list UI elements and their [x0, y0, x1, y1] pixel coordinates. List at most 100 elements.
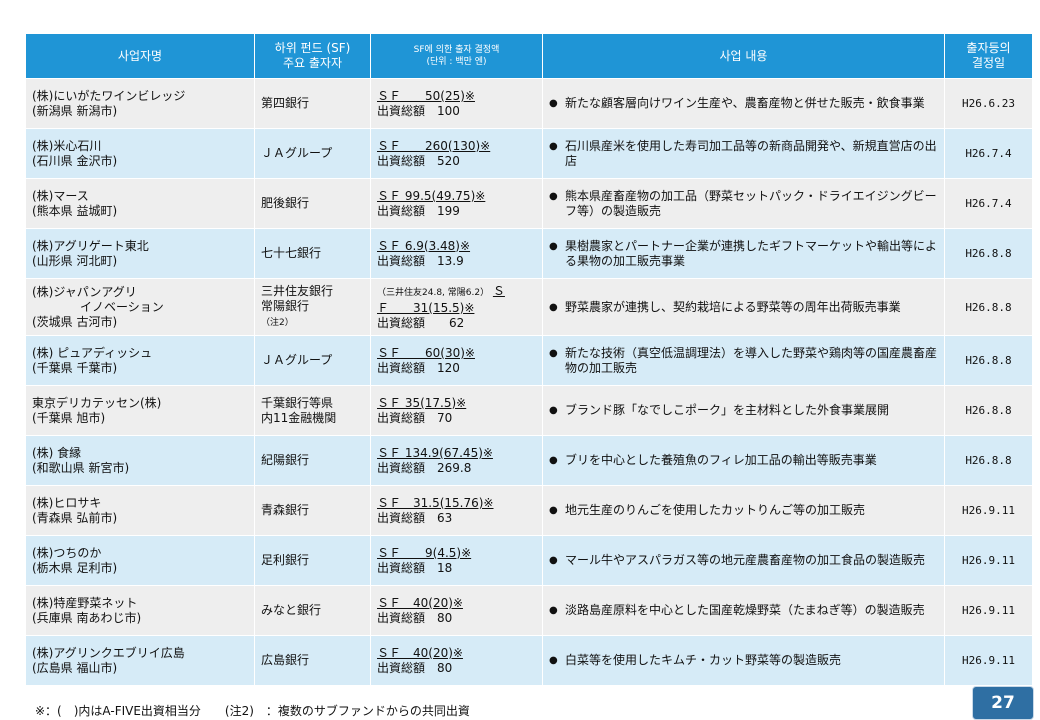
bullet-icon: ●	[549, 240, 558, 252]
business-cell: ● 熊本県産畜産物の加工品（野菜セットパック・ドライエイジングビーフ等）の製造販売	[542, 178, 945, 229]
sf-amount: ＳＦ 40(20)※	[377, 595, 463, 610]
company-location: (和歌山県 新宮市)	[32, 460, 130, 475]
company-location: (熊本県 益城町)	[32, 203, 118, 218]
business-description: 新たな技術（真空低温調理法）を導入した野菜や鶏肉等の国産農畜産物の加工販売	[565, 345, 938, 375]
amount-cell: ＳＦ 260(130)※ 出資総額 520	[370, 128, 543, 179]
bullet-icon: ●	[549, 405, 558, 416]
total-amount: 出資総額 13.9	[377, 253, 464, 268]
company-name: (株)米心石川	[32, 138, 102, 153]
amount-cell: ＳＦ 40(20)※ 出資総額 80	[370, 585, 543, 636]
business-description: 白菜等を使用したキムチ・カット野菜等の製造販売	[565, 653, 842, 667]
company-cell: (株)マース (熊本県 益城町)	[25, 178, 255, 229]
bullet-icon: ●	[549, 455, 558, 466]
business-cell: ● 地元生産のりんごを使用したカットりんご等の加工販売	[542, 485, 945, 536]
table-row: (株)ヒロサキ (青森県 弘前市) 青森銀行 ＳＦ 31.5(15.76)※ 出資総額 …	[25, 485, 1033, 536]
sf-amount: ＳＦ 50(25)※	[377, 88, 475, 103]
bullet-icon: ●	[549, 555, 558, 566]
business-description: 野菜農家が連携し、契約栽培による野菜等の周年出荷販売事業	[565, 299, 901, 314]
business-description: 熊本県産畜産物の加工品（野菜セットパック・ドライエイジングビーフ等）の製造販売	[565, 188, 937, 218]
amount-cell: ＳＦ 6.9(3.48)※ 出資総額 13.9	[370, 228, 543, 279]
table-row: (株)つちのか (栃木県 足利市) 足利銀行 ＳＦ 9(4.5)※ 出資総額 18 ● マー…	[25, 535, 1033, 586]
investor-note: （注2）	[261, 317, 294, 328]
total-amount: 出資総額 62	[377, 315, 465, 330]
investor-name: 三井住友銀行	[261, 283, 334, 298]
investor-name: 広島銀行	[261, 653, 310, 667]
sf-amount: ＳＦ 60(30)※	[377, 345, 475, 360]
business-description: 石川県産米を使用した寿司加工品等の新商品開発や、新規直営店の出店	[565, 138, 937, 168]
company-location: (青森県 弘前市)	[32, 510, 118, 525]
decision-date: H26.8.8	[944, 335, 1033, 386]
investor-cell: ＪＡグループ	[254, 128, 371, 179]
investor-name: 内11金融機関	[261, 410, 337, 425]
investor-name: 紀陽銀行	[261, 453, 310, 467]
table-row: 東京デリカテッセン(株) (千葉県 旭市) 千葉銀行等県 内11金融機関 ＳＦ 35(1…	[25, 385, 1033, 436]
bullet-icon: ●	[549, 505, 558, 516]
company-cell: (株)アグリンクエブリイ広島 (広島県 福山市)	[25, 635, 255, 686]
bullet-icon: ●	[549, 190, 558, 202]
investor-cell: 第四銀行	[254, 78, 371, 129]
footnote: ※：( )内はA-FIVE出資相当分 (注2) ：複数のサブファンドからの共同出…	[35, 704, 470, 718]
company-cell: 東京デリカテッセン(株) (千葉県 旭市)	[25, 385, 255, 436]
investor-cell: 肥後銀行	[254, 178, 371, 229]
amount-cell: ＳＦ 9(4.5)※ 出資総額 18	[370, 535, 543, 586]
company-location: (栃木県 足利市)	[32, 560, 118, 575]
investor-name: 足利銀行	[261, 553, 310, 567]
company-cell: (株) ピュアディッシュ (千葉県 千葉市)	[25, 335, 255, 386]
decision-date: H26.8.8	[944, 278, 1033, 336]
total-amount: 出資総額 520	[377, 153, 460, 168]
table-row: (株) 食縁 (和歌山県 新宮市) 紀陽銀行 ＳＦ 134.9(67.45)※ 出資総額…	[25, 435, 1033, 486]
investor-name: 青森銀行	[261, 503, 310, 517]
company-name: (株)アグリゲート東北	[32, 238, 149, 253]
company-name: (株) 食縁	[32, 445, 82, 460]
total-amount: 出資総額 80	[377, 610, 453, 625]
total-amount: 出資総額 80	[377, 660, 453, 675]
amount-breakdown: （三井住友24.8, 常陽6.2）	[377, 287, 490, 298]
business-description: マール牛やアスパラガス等の地元産農畜産物の加工食品の製造販売	[565, 553, 926, 567]
company-location: (千葉県 千葉市)	[32, 360, 118, 375]
company-name: (株) ピュアディッシュ	[32, 345, 153, 360]
decision-date: H26.9.11	[944, 485, 1033, 536]
business-cell: ● 白菜等を使用したキムチ・カット野菜等の製造販売	[542, 635, 945, 686]
investor-cell: 千葉銀行等県 内11金融機関	[254, 385, 371, 436]
investor-cell: 紀陽銀行	[254, 435, 371, 486]
total-amount: 出資総額 120	[377, 360, 460, 375]
decision-date: H26.9.11	[944, 585, 1033, 636]
company-location: (石川県 金沢市)	[32, 153, 118, 168]
company-cell: (株)特産野菜ネット (兵庫県 南あわじ市)	[25, 585, 255, 636]
investor-name: 肥後銀行	[261, 196, 310, 210]
investor-name: 常陽銀行	[261, 298, 310, 313]
company-name: (株)アグリンクエブリイ広島	[32, 645, 185, 660]
business-description: 地元生産のりんごを使用したカットりんご等の加工販売	[565, 503, 866, 517]
investor-name: ＪＡグループ	[261, 146, 333, 160]
company-location: (兵庫県 南あわじ市)	[32, 610, 142, 625]
investor-name: 第四銀行	[261, 96, 310, 110]
company-cell: (株)にいがたワインビレッジ (新潟県 新潟市)	[25, 78, 255, 129]
amount-cell: ＳＦ 60(30)※ 出資総額 120	[370, 335, 543, 386]
company-location: (広島県 福山市)	[32, 660, 118, 675]
amount-cell: ＳＦ 40(20)※ 出資総額 80	[370, 635, 543, 686]
company-cell: (株)つちのか (栃木県 足利市)	[25, 535, 255, 586]
company-name: 東京デリカテッセン(株)	[32, 395, 162, 410]
investor-cell: ＪＡグループ	[254, 335, 371, 386]
total-amount: 出資総額 70	[377, 410, 453, 425]
decision-date: H26.6.23	[944, 78, 1033, 129]
bullet-icon: ●	[549, 347, 558, 359]
decision-date: H26.7.4	[944, 178, 1033, 229]
bullet-icon: ●	[549, 605, 558, 616]
business-cell: ● 野菜農家が連携し、契約栽培による野菜等の周年出荷販売事業	[542, 278, 945, 336]
table-row: (株)マース (熊本県 益城町) 肥後銀行 ＳＦ 99.5(49.75)※ 出資総額 1…	[25, 178, 1033, 229]
company-cell: (株) 食縁 (和歌山県 新宮市)	[25, 435, 255, 486]
business-description: 果樹農家とパートナー企業が連携したギフトマーケットや輸出等による果物の加工販売事…	[565, 238, 938, 268]
company-name: (株)にいがたワインビレッジ	[32, 88, 186, 103]
business-description: ブランド豚「なでしこポーク」を主材料とした外食事業展開	[565, 403, 890, 417]
decision-date: H26.8.8	[944, 435, 1033, 486]
investor-name: みなと銀行	[261, 603, 322, 617]
decision-date: H26.8.8	[944, 228, 1033, 279]
header-date: 출자등의 결정일	[944, 33, 1033, 79]
sf-amount: ＳＦ 31.5(15.76)※	[377, 495, 494, 510]
decision-date: H26.7.4	[944, 128, 1033, 179]
company-name: (株)特産野菜ネット	[32, 595, 138, 610]
header-amount: SF에 의한 출자 결정액 (단위 : 백만 엔)	[370, 33, 543, 79]
table-row: (株)特産野菜ネット (兵庫県 南あわじ市) みなと銀行 ＳＦ 40(20)※ 出資総額…	[25, 585, 1033, 636]
amount-cell: ＳＦ 35(17.5)※ 出資総額 70	[370, 385, 543, 436]
